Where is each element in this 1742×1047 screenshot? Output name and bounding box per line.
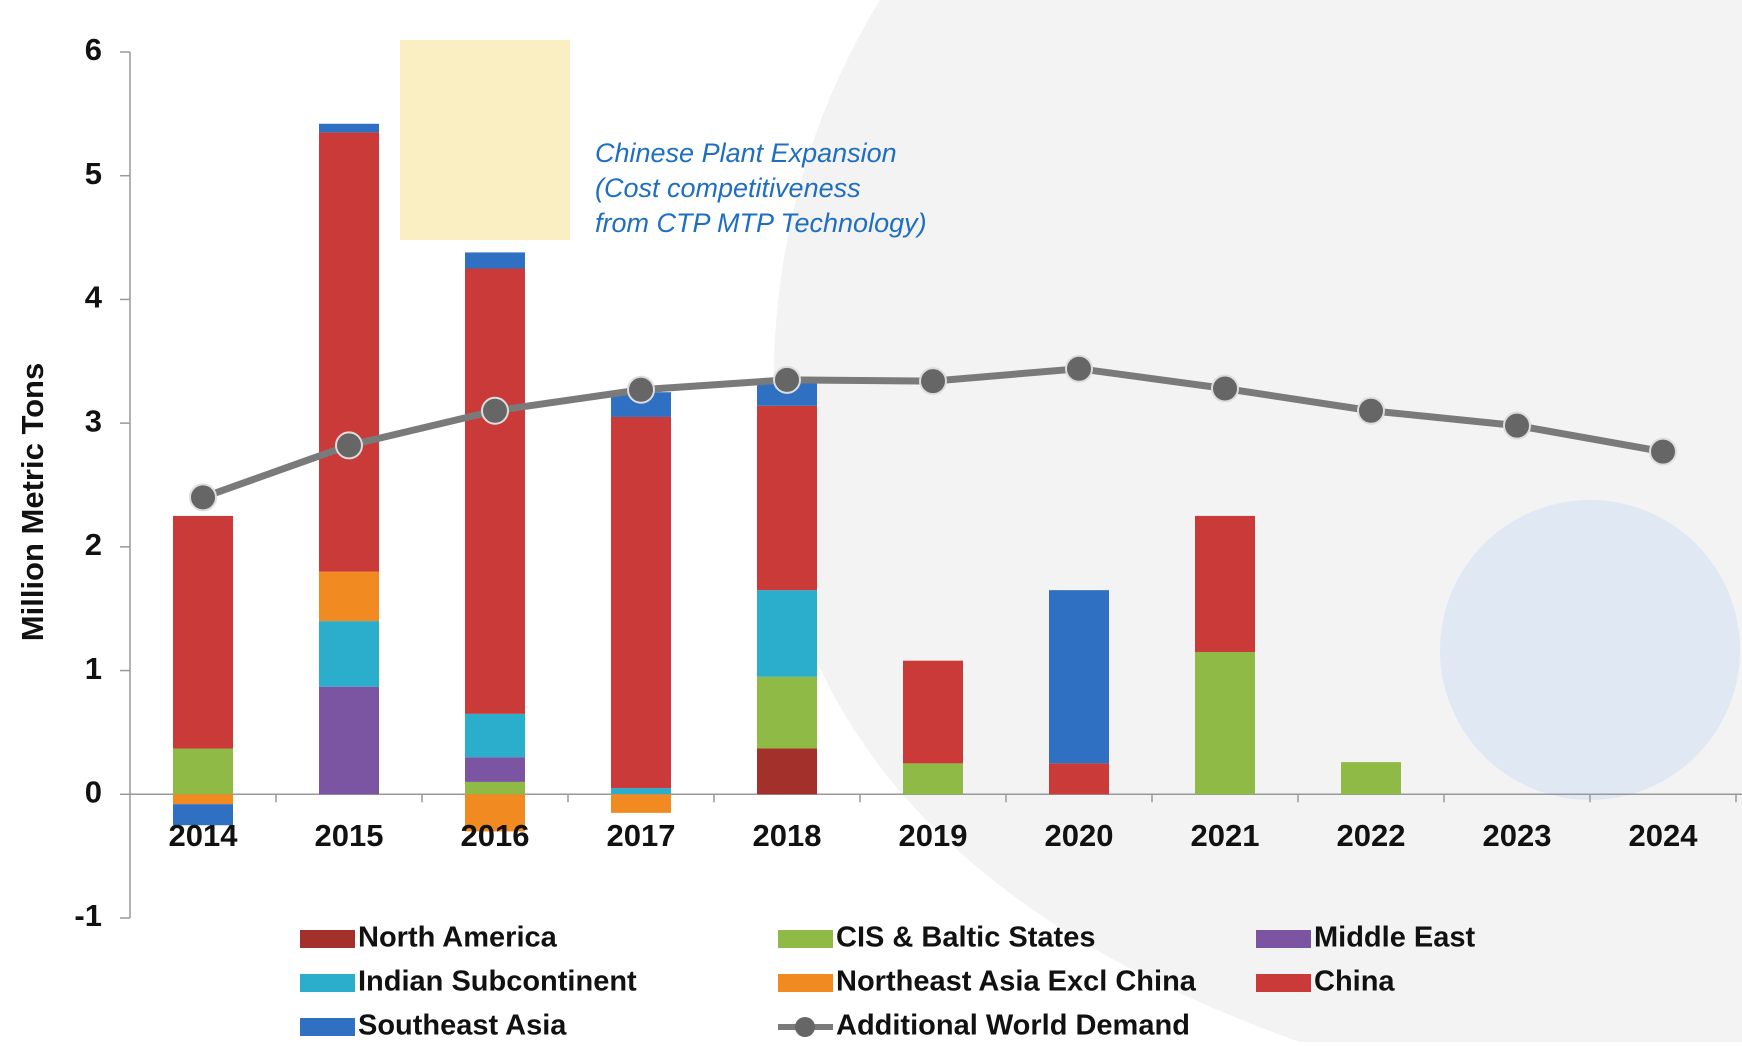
- legend-swatch: [1256, 974, 1311, 992]
- legend-swatch: [778, 974, 833, 992]
- legend-swatch: [300, 1018, 355, 1036]
- y-tick-label: 3: [85, 403, 102, 438]
- y-tick-label: 0: [85, 774, 102, 809]
- y-tick-label: -1: [74, 898, 102, 933]
- bar-segment: [319, 571, 379, 622]
- demand-point: [1503, 411, 1531, 440]
- x-tick-label: 2023: [1483, 818, 1552, 853]
- y-tick-label: 2: [85, 527, 102, 562]
- legend-point: [795, 1017, 815, 1037]
- x-tick-label: 2018: [753, 818, 822, 853]
- legend-label: Middle East: [1314, 922, 1475, 954]
- demand-point: [189, 483, 217, 512]
- bar-segment: [319, 123, 379, 133]
- bar-segment: [1195, 515, 1255, 653]
- bar-segment: [173, 515, 233, 749]
- legend-label: Northeast Asia Excl China: [836, 966, 1197, 998]
- bar-segment: [757, 676, 817, 749]
- demand-point: [1065, 354, 1093, 383]
- legend-label: Indian Subcontinent: [358, 966, 637, 998]
- x-tick-label: 2022: [1337, 818, 1406, 853]
- annotation: Chinese Plant Expansion (Cost competitive…: [595, 138, 927, 238]
- dragon-decoration: [400, 40, 570, 240]
- y-axis-title: Million Metric Tons: [15, 363, 50, 641]
- y-tick-label: 6: [85, 32, 102, 67]
- x-tick-label: 2016: [461, 818, 530, 853]
- bar-segment: [465, 268, 525, 714]
- bar-segment: [903, 660, 963, 764]
- legend-label: North America: [358, 922, 558, 954]
- legend-label: China: [1314, 966, 1395, 998]
- bar-segment: [611, 794, 671, 813]
- bar-segment: [1049, 590, 1109, 764]
- bar-segment: [173, 748, 233, 795]
- x-tick-label: 2015: [315, 818, 384, 853]
- y-tick-label: 1: [85, 651, 102, 686]
- x-tick-label: 2019: [899, 818, 968, 853]
- bar-segment: [465, 757, 525, 782]
- bar-segment: [319, 621, 379, 687]
- legend-label: Additional World Demand: [836, 1010, 1190, 1042]
- bar-segment: [611, 788, 671, 795]
- bar-segment: [757, 590, 817, 677]
- bar-segment: [903, 763, 963, 795]
- background-swoosh: [773, 0, 1742, 1042]
- bar-segment: [1341, 762, 1401, 795]
- legend-label: CIS & Baltic States: [836, 922, 1095, 954]
- bar-segment: [465, 713, 525, 758]
- demand-point: [1211, 374, 1239, 403]
- annotation-line: Chinese Plant Expansion: [595, 138, 897, 168]
- bar-segment: [465, 794, 525, 832]
- demand-point: [1357, 396, 1385, 425]
- bar-segment: [757, 405, 817, 591]
- x-tick-label: 2021: [1191, 818, 1260, 853]
- demand-point: [481, 396, 509, 425]
- demand-point: [919, 367, 947, 396]
- bar-segment: [1195, 652, 1255, 795]
- demand-point: [773, 365, 801, 394]
- annotation-line: from CTP MTP Technology): [595, 208, 927, 238]
- legend-label: Southeast Asia: [358, 1010, 567, 1042]
- legend-swatch: [778, 930, 833, 948]
- demand-point: [627, 375, 655, 404]
- bar-segment: [173, 794, 233, 805]
- bar-segment: [465, 781, 525, 795]
- demand-point: [335, 431, 363, 460]
- x-tick-label: 2017: [607, 818, 676, 853]
- bar-segment: [611, 416, 671, 789]
- legend-swatch: [1256, 930, 1311, 948]
- x-tick-label: 2020: [1045, 818, 1114, 853]
- bar-segment: [173, 804, 233, 826]
- bar-segment: [465, 252, 525, 269]
- x-tick-label: 2014: [169, 818, 239, 853]
- bar-segment: [319, 686, 379, 795]
- bar-segment: [319, 132, 379, 572]
- legend-swatch: [300, 974, 355, 992]
- annotation-line: (Cost competitiveness: [595, 173, 861, 203]
- x-tick-label: 2024: [1629, 818, 1699, 853]
- y-tick-label: 5: [85, 156, 102, 191]
- demand-point: [1649, 437, 1677, 466]
- bar-segment: [1049, 763, 1109, 795]
- globe-decoration: [1440, 500, 1740, 800]
- legend-swatch: [300, 930, 355, 948]
- y-tick-label: 4: [85, 280, 103, 315]
- bar-segment: [757, 748, 817, 795]
